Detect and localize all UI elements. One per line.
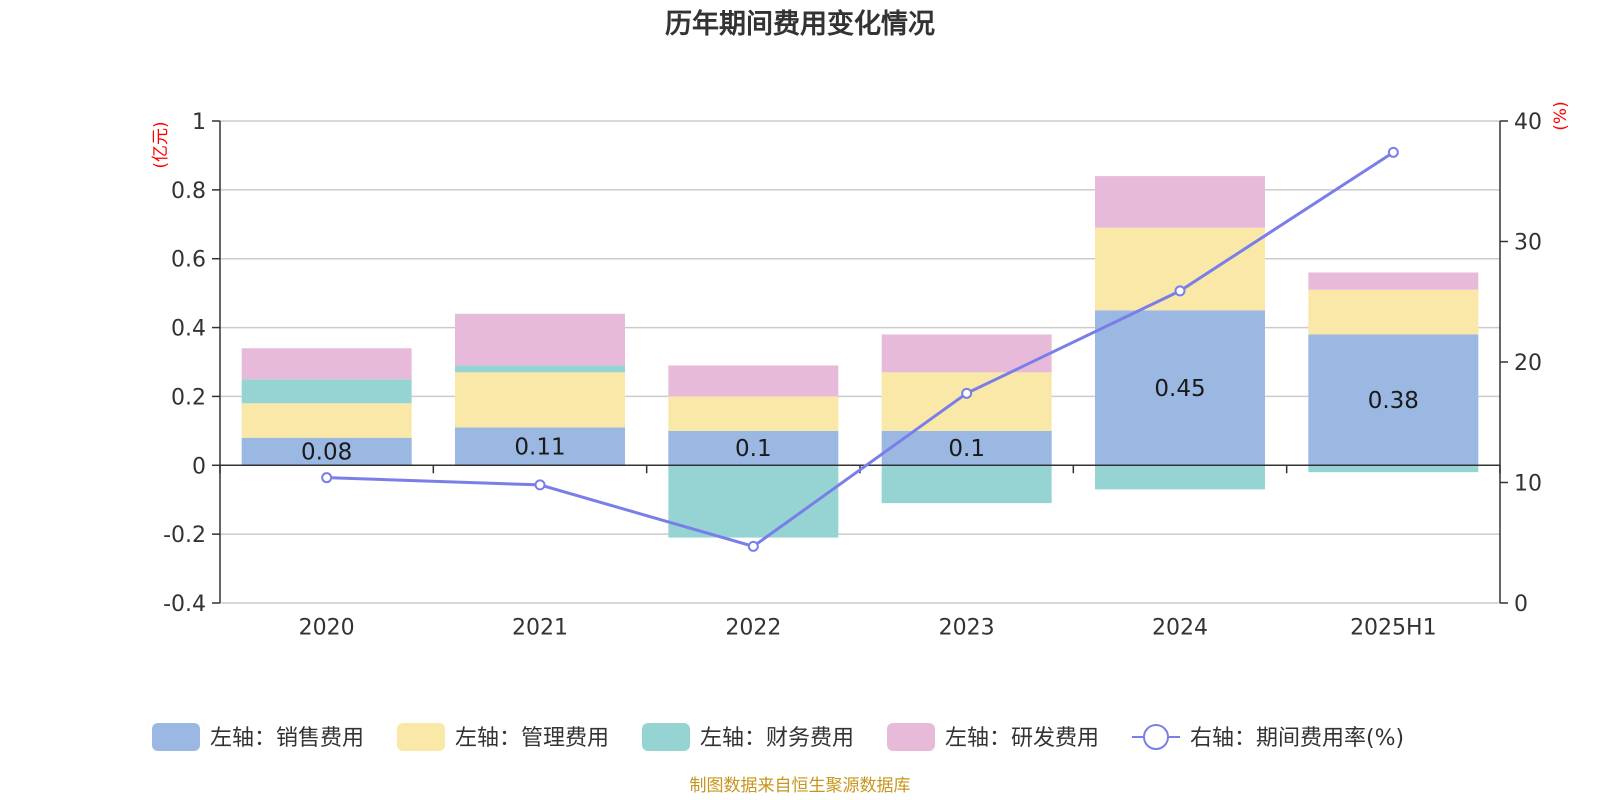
bar-2021-series-0 (455, 427, 625, 466)
rate-point-2020 (321, 472, 333, 484)
rate-point-2024 (1174, 285, 1186, 297)
rate-line (321, 146, 1399, 552)
legend-point-swatch (1143, 724, 1169, 750)
left-tick-label: 0 (192, 454, 206, 479)
left-tick-label: 0.6 (171, 248, 206, 273)
left-axis-unit: (亿元) (151, 121, 171, 168)
axes: 1 0.8 0.6 0.4 0.2 0 -0.2 -0.4 40 30 20 10 0 2020 2021 2… (163, 110, 1542, 640)
bar-2025H1-series-1 (1308, 289, 1479, 335)
bar-2020-series-2 (241, 379, 412, 404)
category-label-2023: 2023 (939, 615, 995, 640)
bar-2022-series-2 (668, 465, 839, 538)
bar-2025H1-series-2 (1308, 465, 1479, 473)
left-tick-label: 1 (192, 110, 206, 135)
bar-2022-series-3 (668, 365, 839, 397)
grid-lines (220, 120, 1500, 604)
bar-2021-series-2 (455, 365, 625, 373)
legend: 左轴：销售费用 左轴：管理费用 左轴：财务费用 左轴：研发费用 右轴：期间费用率(%) (152, 723, 1404, 751)
data-label-2022: 0.1 (735, 436, 772, 462)
category-label-2021: 2021 (512, 615, 568, 640)
category-label-2022: 2022 (725, 615, 781, 640)
data-label-2021: 0.11 (514, 434, 565, 460)
data-label-2020: 0.08 (301, 440, 352, 466)
bar-2020-series-1 (241, 403, 412, 438)
rate-line-path (326, 151, 1395, 549)
left-tick-label: 0.2 (171, 385, 206, 410)
left-tick-label: 0.8 (171, 179, 206, 204)
data-label-2025H1: 0.38 (1368, 388, 1419, 414)
category-label-2020: 2020 (299, 615, 355, 640)
bar-2024-series-1 (1095, 227, 1265, 311)
bar-2023-series-1 (881, 372, 1052, 431)
chart-title: 历年期间费用变化情况 (665, 8, 935, 40)
legend-label-3: 左轴：研发费用 (945, 726, 1099, 751)
left-tick-label: 0.4 (171, 317, 206, 342)
bar-2023-series-3 (881, 334, 1052, 373)
bar-2022-series-0 (668, 430, 839, 466)
legend-swatch-2 (642, 723, 690, 751)
legend-label-0: 左轴：销售费用 (210, 726, 364, 751)
bar-2023-series-2 (881, 465, 1052, 504)
source-note: 制图数据来自恒生聚源数据库 (690, 776, 911, 796)
right-axis-unit: (%) (1551, 101, 1571, 130)
bar-2021-series-1 (455, 372, 625, 428)
bar-2021-series-3 (455, 313, 625, 366)
right-tick-label: 0 (1514, 592, 1528, 617)
bar-2025H1-series-0 (1308, 334, 1479, 466)
bar-2023-series-0 (881, 430, 1052, 466)
legend-swatch-3 (887, 723, 935, 751)
data-labels: 0.08 0.11 0.1 0.1 0.45 0.38 (301, 376, 1419, 466)
bar-2022-series-1 (668, 396, 839, 431)
right-tick-label: 20 (1514, 351, 1542, 376)
rate-point-2025H1 (1387, 146, 1399, 158)
bar-2024-series-0 (1095, 310, 1265, 466)
category-label-2024: 2024 (1152, 615, 1208, 640)
right-tick-label: 10 (1514, 472, 1542, 497)
legend-label-2: 左轴：财务费用 (700, 726, 854, 751)
data-label-2023: 0.1 (948, 436, 985, 462)
bar-2020-series-3 (241, 348, 412, 380)
category-label-2025H1: 2025H1 (1350, 615, 1437, 640)
legend-swatch-1 (397, 723, 445, 751)
data-label-2024: 0.45 (1154, 376, 1205, 402)
legend-swatch-0 (152, 723, 200, 751)
bar-2025H1-series-3 (1308, 272, 1479, 290)
right-tick-label: 30 (1514, 231, 1542, 256)
legend-label-4: 右轴：期间费用率(%) (1190, 726, 1404, 751)
rate-point-2022 (747, 540, 759, 552)
rate-point-2023 (961, 387, 973, 399)
legend-label-1: 左轴：管理费用 (455, 726, 609, 751)
bars (241, 176, 1479, 538)
bar-2024-series-3 (1095, 176, 1265, 228)
bar-2020-series-0 (241, 437, 412, 466)
left-tick-label: -0.4 (163, 592, 206, 617)
bar-2024-series-2 (1095, 465, 1265, 490)
right-tick-label: 40 (1514, 110, 1542, 135)
left-tick-label: -0.2 (163, 523, 206, 548)
rate-point-2021 (534, 479, 546, 491)
